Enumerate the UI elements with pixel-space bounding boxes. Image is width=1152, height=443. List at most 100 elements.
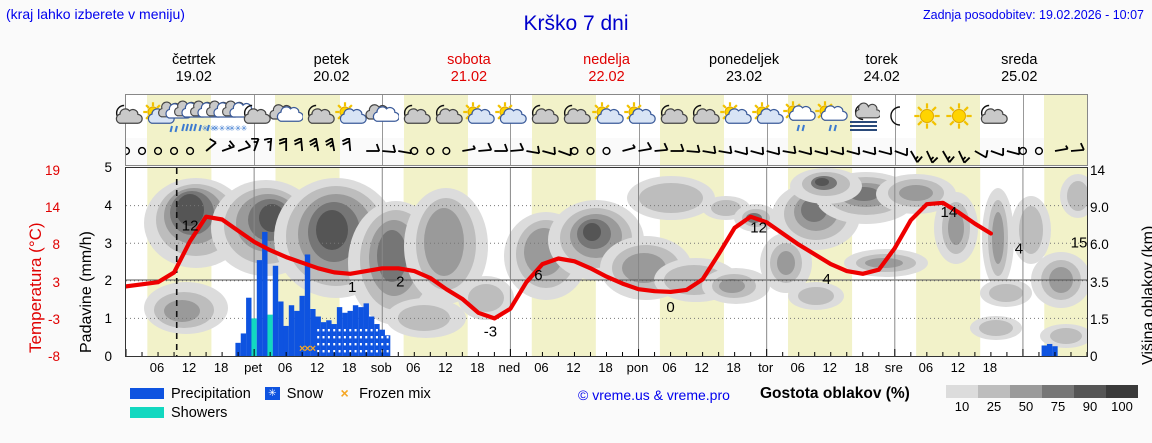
- weather-icon-sun-cloud: [493, 95, 528, 138]
- x-tick-label: ned: [498, 360, 521, 375]
- weather-icon-moon-cloud: [557, 95, 592, 138]
- precipitation-bar: [358, 307, 364, 356]
- precipitation-swatch-icon: [130, 388, 164, 399]
- weather-icon-moon-cloud: [397, 95, 432, 138]
- svg-text:✳: ✳: [241, 124, 248, 133]
- axis-tick: 3: [104, 235, 112, 251]
- cloud-density-tick: 25: [986, 399, 1002, 414]
- wind-barb-band: [125, 138, 1088, 166]
- axis-tick: 5: [104, 160, 112, 175]
- axis-tick: 4: [104, 197, 112, 213]
- cloud-height-axis-ticks: 14 9.0 6.0 3.5 1.5 0: [1090, 160, 1126, 370]
- day-header-7: sreda 25.02: [950, 52, 1088, 92]
- day-header-1: četrtek 19.02: [125, 52, 263, 92]
- daylight-shade-8: [1044, 95, 1087, 138]
- svg-text:✳: ✳: [225, 124, 232, 133]
- precipitation-bar: [272, 265, 279, 356]
- showers-swatch-icon: [130, 407, 164, 418]
- x-tick-label: sre: [884, 360, 903, 375]
- copyright-link[interactable]: © vreme.us & vreme.pro: [578, 387, 730, 403]
- precipitation-bar: [342, 312, 348, 356]
- day-separator-1: [254, 138, 256, 165]
- daylight-shade-3: [403, 138, 468, 165]
- snow-swatch-icon: ✳: [264, 387, 280, 400]
- temperature-label: 12: [750, 220, 767, 237]
- precipitation-bar: [336, 307, 343, 356]
- cloud-density-swatch-6: [1106, 385, 1138, 398]
- precipitation-bar: [331, 324, 337, 356]
- cloud-density-tick: 75: [1050, 399, 1066, 414]
- weather-icon-cloud: [365, 95, 400, 138]
- day-separator-6: [894, 95, 896, 138]
- legend-label-frozen-mix: Frozen mix: [359, 385, 431, 402]
- legend-item-snow: ✳ Snow: [264, 385, 324, 402]
- axis-tick: 14: [44, 200, 60, 216]
- precipitation-bar: [278, 301, 284, 356]
- precipitation-bar: [251, 318, 257, 356]
- weather-icon-sun-cloud: [718, 95, 752, 138]
- x-axis-ticks: [126, 349, 1087, 356]
- precipitation-bar: [304, 254, 311, 356]
- precipitation-bars: [235, 231, 1058, 356]
- svg-text:✳: ✳: [229, 124, 236, 133]
- precipitation-bar: [299, 295, 305, 356]
- axis-tick: 6.0: [1090, 237, 1109, 253]
- weather-icon-moon: [878, 95, 912, 138]
- weather-icon-moon-cloud: [109, 95, 143, 138]
- weather-icon-sun-cloud: [750, 95, 784, 138]
- day-header-6: torek 24.02: [813, 52, 951, 92]
- temperature-label: 0: [666, 299, 674, 316]
- weather-icon-sun-cloud-rain: [814, 95, 848, 138]
- x-tick-label: 06: [534, 360, 549, 375]
- cloud-density-swatch-4: [1042, 385, 1074, 398]
- axis-tick: -8: [47, 349, 60, 364]
- legend-label-snow: Snow: [286, 385, 324, 402]
- cloud-density-legend-title: Gostota oblakov (%): [760, 385, 910, 402]
- x-tick-label: 06: [662, 360, 677, 375]
- day-name: nedelja: [583, 52, 630, 68]
- x-tick-label: 18: [982, 360, 998, 375]
- weather-icon-band: ✳ ✳ ✳ ✳ ✳ ✳ ✳ ✳: [115, 94, 1088, 138]
- x-tick-label: 06: [790, 360, 805, 375]
- day-date: 19.02: [175, 69, 212, 85]
- temperature-label: 2: [396, 273, 404, 290]
- x-tick-label: tor: [758, 360, 774, 375]
- cloud-density-swatch-2: [978, 385, 1010, 398]
- cloud-density-swatch-5: [1074, 385, 1106, 398]
- day-name: sreda: [1001, 52, 1038, 68]
- svg-text:×: ×: [304, 343, 310, 355]
- location-menu-hint[interactable]: (kraj lahko izberete v meniju): [6, 6, 185, 22]
- legend-label-showers: Showers: [171, 404, 228, 421]
- cloud-density-tick: 50: [1018, 399, 1034, 414]
- x-tick-label: 18: [854, 360, 869, 375]
- axis-tick: -3: [47, 311, 60, 327]
- wind-barbs-svg: [126, 138, 1085, 164]
- x-tick-label: 18: [598, 360, 613, 375]
- day-header-5: ponedeljek 23.02: [675, 52, 813, 92]
- weather-icon-moon-cloud: [525, 95, 560, 138]
- day-name: petek: [313, 52, 350, 68]
- day-date: 25.02: [1001, 69, 1038, 85]
- svg-text:✳: ✳: [235, 124, 242, 133]
- cloud-density-swatch-3: [1010, 385, 1042, 398]
- x-tick-label: 18: [213, 360, 229, 375]
- weather-icon-sun-cloud-rain: [782, 95, 816, 138]
- cloud-density-tick: 10: [954, 399, 970, 414]
- weather-icon-moon-cloud: [974, 95, 1008, 138]
- svg-text:✳: ✳: [202, 124, 209, 133]
- cloud-density-tick: 90: [1082, 399, 1098, 414]
- chart-gridlines: [126, 168, 1087, 356]
- weather-icon-sun: [910, 95, 944, 138]
- precipitation-bar: [246, 297, 252, 356]
- temperature-label: -3: [484, 323, 497, 340]
- x-tick-label: pet: [244, 360, 263, 375]
- precipitation-bar: [294, 310, 300, 356]
- weather-icon-sun: [942, 95, 976, 138]
- x-tick-label: 12: [950, 360, 966, 375]
- daylight-shade-8: [1044, 138, 1087, 165]
- x-tick-label: 12: [566, 360, 581, 375]
- day-date: 21.02: [450, 69, 488, 85]
- day-separator-7: [1022, 95, 1024, 138]
- temperature-label: 4: [1015, 240, 1023, 257]
